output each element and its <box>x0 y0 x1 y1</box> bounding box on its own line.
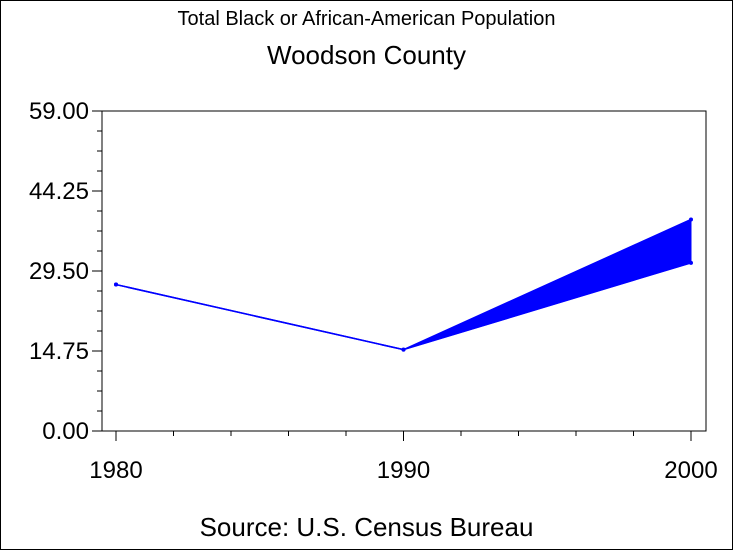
y-tick-label: 44.25 <box>29 178 89 205</box>
y-axis: 0.00 14.75 29.50 44.25 59.00 <box>29 98 102 445</box>
x-axis: 1980 1990 2000 <box>89 431 718 484</box>
chart-title: Total Black or African-American Populati… <box>177 8 556 30</box>
x-tick-label: 2000 <box>664 457 717 484</box>
chart-source-note: Source: U.S. Census Bureau <box>199 512 534 542</box>
y-tick-label: 0.00 <box>42 418 89 445</box>
chart-subtitle: Woodson County <box>267 40 466 70</box>
data-point <box>689 217 693 222</box>
data-point <box>114 282 118 287</box>
y-tick-label: 59.00 <box>29 98 89 125</box>
chart-marks <box>114 217 693 352</box>
y-tick-label: 14.75 <box>29 338 89 365</box>
y-tick-label: 29.50 <box>29 258 89 285</box>
data-point <box>401 347 406 352</box>
x-tick-label: 1980 <box>89 457 142 484</box>
data-point <box>689 260 693 265</box>
x-tick-label: 1990 <box>377 457 430 484</box>
